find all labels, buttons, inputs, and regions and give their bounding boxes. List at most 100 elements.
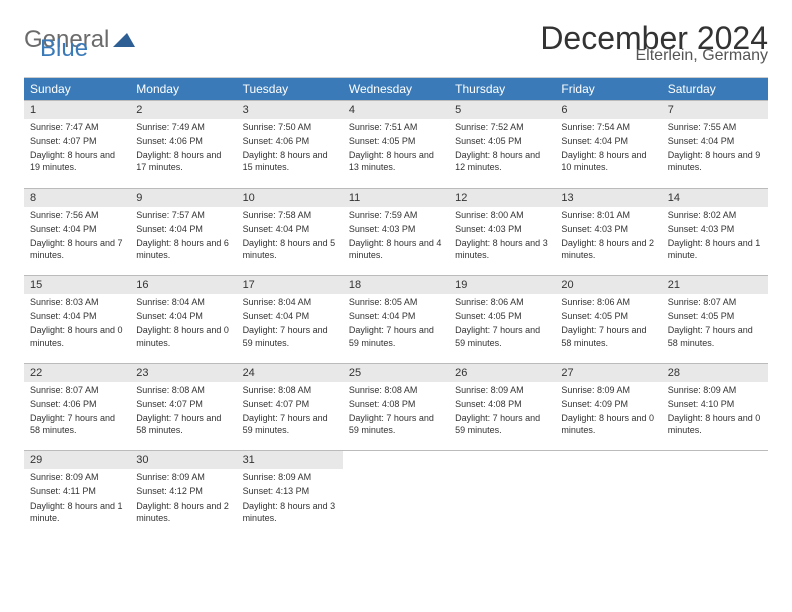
sunrise-text: Sunrise: 8:08 AM	[237, 382, 343, 396]
logo-text-blue: Blue	[40, 35, 88, 63]
sunset-text: Sunset: 4:11 PM	[24, 483, 130, 497]
day-header: Monday	[130, 78, 236, 100]
sunset-text: Sunset: 4:06 PM	[237, 133, 343, 147]
sunrise-text: Sunrise: 8:07 AM	[24, 382, 130, 396]
sunset-text: Sunset: 4:03 PM	[449, 221, 555, 235]
day-number: 3	[237, 101, 343, 119]
daylight-text: Daylight: 8 hours and 17 minutes.	[130, 147, 236, 173]
calendar-cell: 17Sunrise: 8:04 AMSunset: 4:04 PMDayligh…	[237, 275, 343, 357]
calendar-cell: 27Sunrise: 8:09 AMSunset: 4:09 PMDayligh…	[555, 363, 661, 445]
day-number: 29	[24, 451, 130, 469]
day-number: 22	[24, 364, 130, 382]
sunrise-text: Sunrise: 8:06 AM	[555, 294, 661, 308]
day-number: 12	[449, 189, 555, 207]
sunset-text: Sunset: 4:04 PM	[130, 308, 236, 322]
sunrise-text: Sunrise: 7:57 AM	[130, 207, 236, 221]
sunrise-text: Sunrise: 8:02 AM	[662, 207, 768, 221]
sunrise-text: Sunrise: 7:55 AM	[662, 119, 768, 133]
sunset-text: Sunset: 4:05 PM	[449, 133, 555, 147]
sunrise-text: Sunrise: 7:49 AM	[130, 119, 236, 133]
daylight-text: Daylight: 8 hours and 1 minute.	[24, 498, 130, 524]
day-number: 19	[449, 276, 555, 294]
sunrise-text: Sunrise: 8:09 AM	[662, 382, 768, 396]
sunrise-text: Sunrise: 8:09 AM	[237, 469, 343, 483]
daylight-text: Daylight: 8 hours and 13 minutes.	[343, 147, 449, 173]
daylight-text: Daylight: 8 hours and 19 minutes.	[24, 147, 130, 173]
sunset-text: Sunset: 4:04 PM	[662, 133, 768, 147]
day-number: 13	[555, 189, 661, 207]
calendar-grid: SundayMondayTuesdayWednesdayThursdayFrid…	[24, 77, 768, 532]
logo-arrow-icon	[113, 31, 135, 52]
daylight-text: Daylight: 8 hours and 7 minutes.	[24, 235, 130, 261]
daylight-text: Daylight: 7 hours and 58 minutes.	[130, 410, 236, 436]
day-number: 31	[237, 451, 343, 469]
calendar-cell: 29Sunrise: 8:09 AMSunset: 4:11 PMDayligh…	[24, 450, 130, 532]
daylight-text: Daylight: 7 hours and 58 minutes.	[555, 322, 661, 348]
sunrise-text: Sunrise: 8:05 AM	[343, 294, 449, 308]
calendar-cell: 31Sunrise: 8:09 AMSunset: 4:13 PMDayligh…	[237, 450, 343, 532]
sunset-text: Sunset: 4:13 PM	[237, 483, 343, 497]
sunrise-text: Sunrise: 8:09 AM	[449, 382, 555, 396]
calendar-cell: 19Sunrise: 8:06 AMSunset: 4:05 PMDayligh…	[449, 275, 555, 357]
daylight-text: Daylight: 8 hours and 15 minutes.	[237, 147, 343, 173]
daylight-text: Daylight: 8 hours and 0 minutes.	[555, 410, 661, 436]
sunrise-text: Sunrise: 8:03 AM	[24, 294, 130, 308]
day-header: Wednesday	[343, 78, 449, 100]
sunset-text: Sunset: 4:07 PM	[24, 133, 130, 147]
calendar-cell: 26Sunrise: 8:09 AMSunset: 4:08 PMDayligh…	[449, 363, 555, 445]
calendar-cell: 25Sunrise: 8:08 AMSunset: 4:08 PMDayligh…	[343, 363, 449, 445]
day-number: 24	[237, 364, 343, 382]
calendar-cell: 13Sunrise: 8:01 AMSunset: 4:03 PMDayligh…	[555, 188, 661, 270]
daylight-text: Daylight: 8 hours and 12 minutes.	[449, 147, 555, 173]
sunset-text: Sunset: 4:07 PM	[237, 396, 343, 410]
sunset-text: Sunset: 4:07 PM	[130, 396, 236, 410]
calendar-cell: 20Sunrise: 8:06 AMSunset: 4:05 PMDayligh…	[555, 275, 661, 357]
daylight-text: Daylight: 7 hours and 59 minutes.	[343, 322, 449, 348]
header-row2: Blue Elterlein, Germany	[24, 45, 768, 73]
day-number: 23	[130, 364, 236, 382]
sunset-text: Sunset: 4:10 PM	[662, 396, 768, 410]
sunset-text: Sunset: 4:03 PM	[343, 221, 449, 235]
calendar-cell: 12Sunrise: 8:00 AMSunset: 4:03 PMDayligh…	[449, 188, 555, 270]
sunset-text: Sunset: 4:03 PM	[555, 221, 661, 235]
day-header: Thursday	[449, 78, 555, 100]
day-number: 26	[449, 364, 555, 382]
day-number: 27	[555, 364, 661, 382]
sunrise-text: Sunrise: 8:04 AM	[237, 294, 343, 308]
sunrise-text: Sunrise: 7:51 AM	[343, 119, 449, 133]
sunrise-text: Sunrise: 7:58 AM	[237, 207, 343, 221]
day-number: 20	[555, 276, 661, 294]
subtitle: Elterlein, Germany	[636, 47, 769, 65]
sunrise-text: Sunrise: 7:54 AM	[555, 119, 661, 133]
sunrise-text: Sunrise: 7:47 AM	[24, 119, 130, 133]
calendar-cell: 2Sunrise: 7:49 AMSunset: 4:06 PMDaylight…	[130, 100, 236, 182]
sunset-text: Sunset: 4:09 PM	[555, 396, 661, 410]
daylight-text: Daylight: 8 hours and 1 minute.	[662, 235, 768, 261]
daylight-text: Daylight: 8 hours and 3 minutes.	[449, 235, 555, 261]
day-number: 18	[343, 276, 449, 294]
day-number: 2	[130, 101, 236, 119]
calendar-cell: 10Sunrise: 7:58 AMSunset: 4:04 PMDayligh…	[237, 188, 343, 270]
day-number: 6	[555, 101, 661, 119]
daylight-text: Daylight: 7 hours and 59 minutes.	[237, 410, 343, 436]
sunrise-text: Sunrise: 8:06 AM	[449, 294, 555, 308]
day-number: 1	[24, 101, 130, 119]
day-number: 16	[130, 276, 236, 294]
day-number: 17	[237, 276, 343, 294]
logo-bottom: Blue	[40, 35, 88, 63]
day-number: 5	[449, 101, 555, 119]
sunset-text: Sunset: 4:05 PM	[555, 308, 661, 322]
calendar-cell-empty	[555, 450, 661, 532]
daylight-text: Daylight: 8 hours and 9 minutes.	[662, 147, 768, 173]
calendar-cell: 4Sunrise: 7:51 AMSunset: 4:05 PMDaylight…	[343, 100, 449, 182]
day-number: 28	[662, 364, 768, 382]
sunset-text: Sunset: 4:05 PM	[662, 308, 768, 322]
day-number: 8	[24, 189, 130, 207]
sunset-text: Sunset: 4:04 PM	[555, 133, 661, 147]
daylight-text: Daylight: 8 hours and 2 minutes.	[130, 498, 236, 524]
sunrise-text: Sunrise: 8:08 AM	[343, 382, 449, 396]
calendar-cell: 6Sunrise: 7:54 AMSunset: 4:04 PMDaylight…	[555, 100, 661, 182]
sunrise-text: Sunrise: 8:09 AM	[130, 469, 236, 483]
day-header: Saturday	[662, 78, 768, 100]
sunrise-text: Sunrise: 8:07 AM	[662, 294, 768, 308]
